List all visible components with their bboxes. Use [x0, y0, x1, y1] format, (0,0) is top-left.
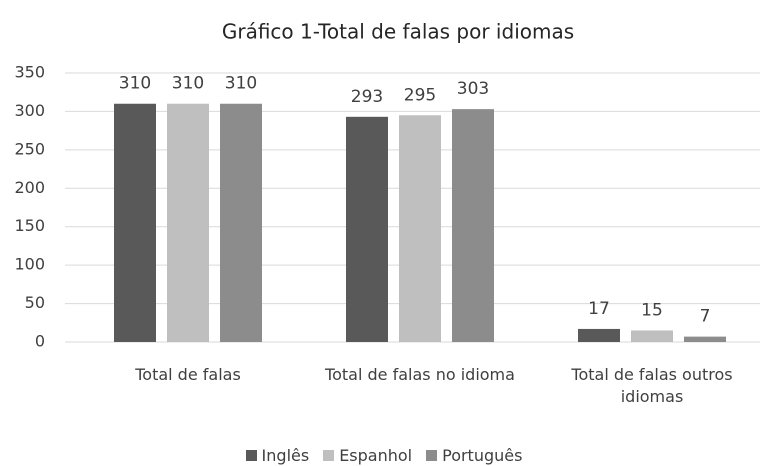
y-tick-label: 150 [14, 216, 45, 235]
legend-label: Espanhol [339, 446, 413, 465]
legend-item: Inglês [245, 446, 310, 465]
data-label: 310 [172, 74, 204, 94]
x-tick-label: Total de falas [135, 365, 241, 384]
y-tick-label: 200 [14, 178, 45, 197]
data-label: 310 [119, 74, 151, 94]
x-tick-label: Total de falas outros idiomas [571, 365, 733, 406]
legend-swatch [323, 450, 335, 461]
data-label: 7 [700, 307, 711, 327]
y-tick-label: 350 [14, 63, 45, 82]
legend-label: Português [442, 446, 523, 465]
chart-title: Gráfico 1-Total de falas por idiomas [222, 20, 574, 44]
data-label: 293 [351, 87, 383, 107]
data-label: 17 [588, 299, 610, 319]
data-label: 15 [641, 300, 663, 320]
y-tick-label: 0 [35, 332, 45, 351]
bar [167, 103, 209, 342]
y-tick-label: 300 [14, 101, 45, 120]
y-tick-label: 100 [14, 255, 45, 274]
bar [578, 328, 620, 342]
y-tick-label: 50 [25, 293, 45, 312]
data-label: 303 [457, 79, 489, 99]
legend-swatch [245, 450, 257, 461]
legend-item: Espanhol [323, 446, 412, 465]
bar [220, 103, 262, 342]
legend-swatch [426, 450, 438, 461]
x-tick-label: Total de falas no idioma [325, 365, 515, 384]
data-label: 295 [404, 85, 436, 105]
bar [684, 336, 726, 342]
legend-item: Português [426, 446, 522, 465]
bar [399, 115, 441, 343]
bar [452, 109, 494, 342]
bar [114, 103, 156, 342]
bar [631, 330, 673, 342]
data-label: 310 [225, 74, 257, 94]
legend: Inglês Espanhol Português [0, 446, 768, 465]
y-tick-label: 250 [14, 139, 45, 158]
bar [346, 116, 388, 343]
legend-label: Inglês [261, 446, 310, 465]
